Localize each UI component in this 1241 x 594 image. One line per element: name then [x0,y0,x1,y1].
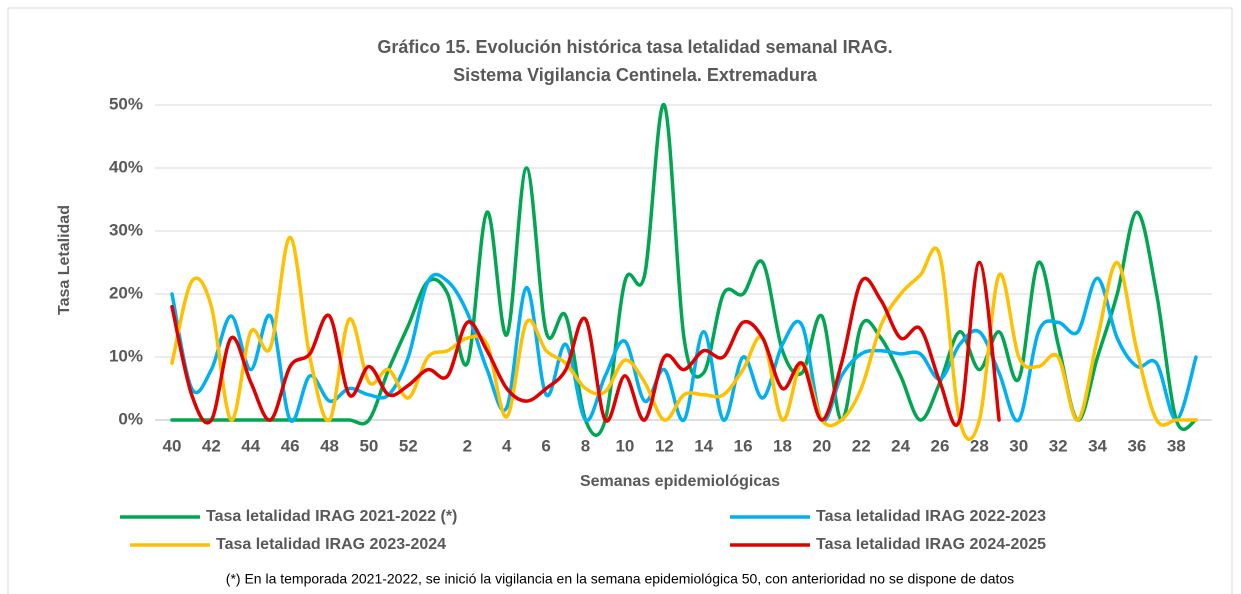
x-tick-label: 24 [891,436,910,455]
x-tick-label: 42 [202,436,221,455]
series-line [170,260,1001,427]
legend-label: Tasa letalidad IRAG 2021-2022 (*) [206,508,457,525]
x-axis-label: Semanas epidemiológicas [580,473,780,490]
x-tick-label: 4 [502,436,512,455]
y-tick-label: 20% [109,283,143,302]
series-line [170,235,1198,442]
x-tick-label: 28 [970,436,989,455]
x-tick-label: 14 [694,436,713,455]
x-tick-label: 44 [241,436,260,455]
chart-subtitle: Sistema Vigilancia Centinela. Extremadur… [453,65,818,85]
x-tick-label: 22 [852,436,871,455]
chart-title: Gráfico 15. Evolución histórica tasa let… [377,37,892,57]
series-line [170,103,1198,437]
x-tick-label: 12 [655,436,674,455]
y-tick-label: 10% [109,346,143,365]
x-tick-label: 30 [1009,436,1028,455]
y-tick-label: 0% [118,409,143,428]
x-tick-label: 46 [281,436,300,455]
x-tick-label: 6 [541,436,550,455]
x-tick-label: 16 [734,436,753,455]
series-line [170,272,1198,423]
y-axis-label: Tasa Letalidad [56,205,73,315]
x-tick-label: 32 [1049,436,1068,455]
x-tick-label: 20 [812,436,831,455]
x-tick-label: 10 [615,436,634,455]
chart-frame [7,7,1233,594]
y-tick-label: 30% [109,220,143,239]
x-tick-label: 38 [1167,436,1186,455]
x-tick-label: 36 [1127,436,1146,455]
x-tick-label: 50 [359,436,378,455]
legend-label: Tasa letalidad IRAG 2024-2025 [816,536,1046,553]
x-tick-label: 26 [931,436,950,455]
x-tick-label: 34 [1088,436,1107,455]
x-tick-label: 8 [581,436,590,455]
footnote: (*) En la temporada 2021-2022, se inició… [226,571,1014,587]
x-tick-label: 52 [399,436,418,455]
legend-label: Tasa letalidad IRAG 2023-2024 [216,536,446,553]
x-tick-label: 40 [163,436,182,455]
x-tick-label: 48 [320,436,339,455]
y-tick-label: 40% [109,157,143,176]
y-tick-label: 50% [109,94,143,113]
legend-label: Tasa letalidad IRAG 2022-2023 [816,508,1046,525]
x-tick-label: 18 [773,436,792,455]
x-tick-label: 2 [463,436,472,455]
